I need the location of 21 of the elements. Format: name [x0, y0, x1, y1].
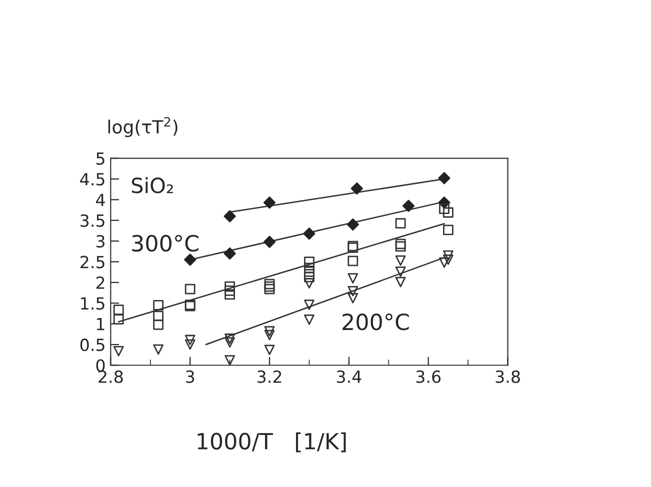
x-tick-label: 3.6: [416, 370, 441, 384]
x-tick-label: 3: [186, 370, 194, 384]
y-tick-label: 2: [96, 276, 104, 289]
y-tick-label: 4.5: [80, 173, 104, 186]
x-axis-title: 1000/T [1/K]: [198, 432, 346, 452]
x-tick-label: 3.4: [336, 370, 362, 384]
x-tick-label: 3.8: [496, 370, 520, 384]
y-tick-label: 4: [96, 194, 105, 206]
y-tick-label: 3: [96, 235, 104, 248]
y-tick-label: 0.5: [80, 338, 104, 352]
annotation: 300°C: [132, 234, 198, 252]
y-tick-label: 1: [97, 318, 104, 330]
y-axis-title: log(τT$^{2}$): [108, 117, 178, 138]
annotation: 200°C: [342, 313, 409, 330]
annotation: SiO₂: [132, 177, 173, 194]
y-tick-label: 2.5: [80, 256, 104, 268]
y-tick-label: 3.5: [80, 214, 104, 227]
y-tick-label: 5: [96, 152, 104, 165]
x-tick-label: 3.2: [258, 370, 282, 384]
y-tick-label: 1.5: [81, 297, 104, 310]
x-tick-label: 2.8: [98, 370, 123, 384]
